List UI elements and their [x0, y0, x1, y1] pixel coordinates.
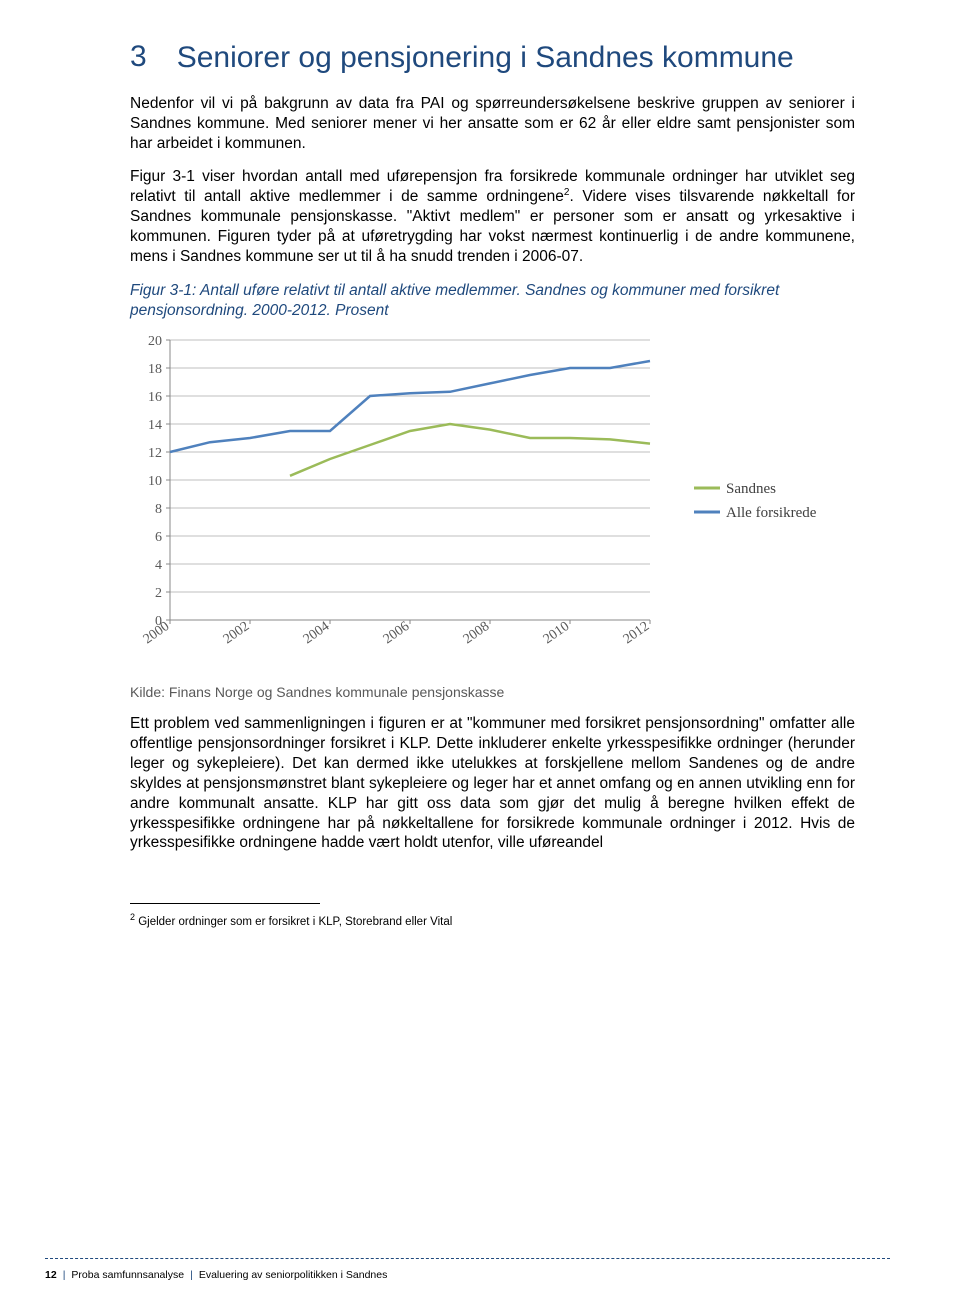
footnote-text: 2 Gjelder ordninger som er forsikret i K…	[130, 912, 855, 930]
footnote-separator	[130, 903, 320, 904]
chart-legend: Sandnes Alle forsikrede	[690, 470, 850, 530]
svg-text:2002: 2002	[221, 619, 253, 647]
svg-text:18: 18	[148, 362, 162, 377]
svg-text:14: 14	[148, 418, 162, 433]
svg-text:20: 20	[148, 334, 162, 349]
chart-plot: 0246810121416182020002002200420062008201…	[130, 330, 690, 670]
svg-text:8: 8	[155, 502, 162, 517]
footer-sep-1: |	[63, 1269, 66, 1281]
figure-caption: Figur 3-1: Antall uføre relativt til ant…	[130, 281, 855, 321]
footnote-body: Gjelder ordninger som er forsikret i KLP…	[135, 916, 452, 928]
svg-text:6: 6	[155, 530, 162, 545]
svg-text:2006: 2006	[381, 619, 413, 647]
svg-text:2: 2	[155, 586, 162, 601]
paragraph-2: Figur 3-1 viser hvordan antall med uføre…	[130, 167, 855, 266]
footer-sep-2: |	[190, 1269, 193, 1281]
chapter-title: Seniorer og pensjonering i Sandnes kommu…	[177, 40, 794, 76]
page-footer: 12 | Proba samfunnsanalyse | Evaluering …	[45, 1269, 387, 1281]
footer-rule	[45, 1258, 890, 1259]
svg-text:12: 12	[148, 446, 162, 461]
footer-org: Proba samfunnsanalyse	[71, 1269, 184, 1281]
svg-text:2004: 2004	[301, 619, 333, 647]
footer-title: Evaluering av seniorpolitikken i Sandnes	[199, 1269, 388, 1281]
svg-text:2000: 2000	[141, 619, 173, 647]
svg-text:Sandnes: Sandnes	[726, 481, 776, 497]
svg-text:2012: 2012	[621, 619, 653, 647]
svg-text:10: 10	[148, 474, 162, 489]
line-chart-3-1: 0246810121416182020002002200420062008201…	[130, 330, 855, 670]
page-number: 12	[45, 1269, 57, 1281]
chart-source: Kilde: Finans Norge og Sandnes kommunale…	[130, 684, 855, 700]
svg-text:2010: 2010	[541, 619, 573, 647]
paragraph-3: Ett problem ved sammenligningen i figure…	[130, 714, 855, 853]
svg-text:2008: 2008	[461, 619, 493, 647]
paragraph-1: Nedenfor vil vi på bakgrunn av data fra …	[130, 94, 855, 153]
svg-text:Alle forsikrede: Alle forsikrede	[726, 505, 817, 521]
svg-text:16: 16	[148, 390, 162, 405]
svg-text:4: 4	[155, 558, 162, 573]
chapter-number: 3	[130, 40, 147, 74]
